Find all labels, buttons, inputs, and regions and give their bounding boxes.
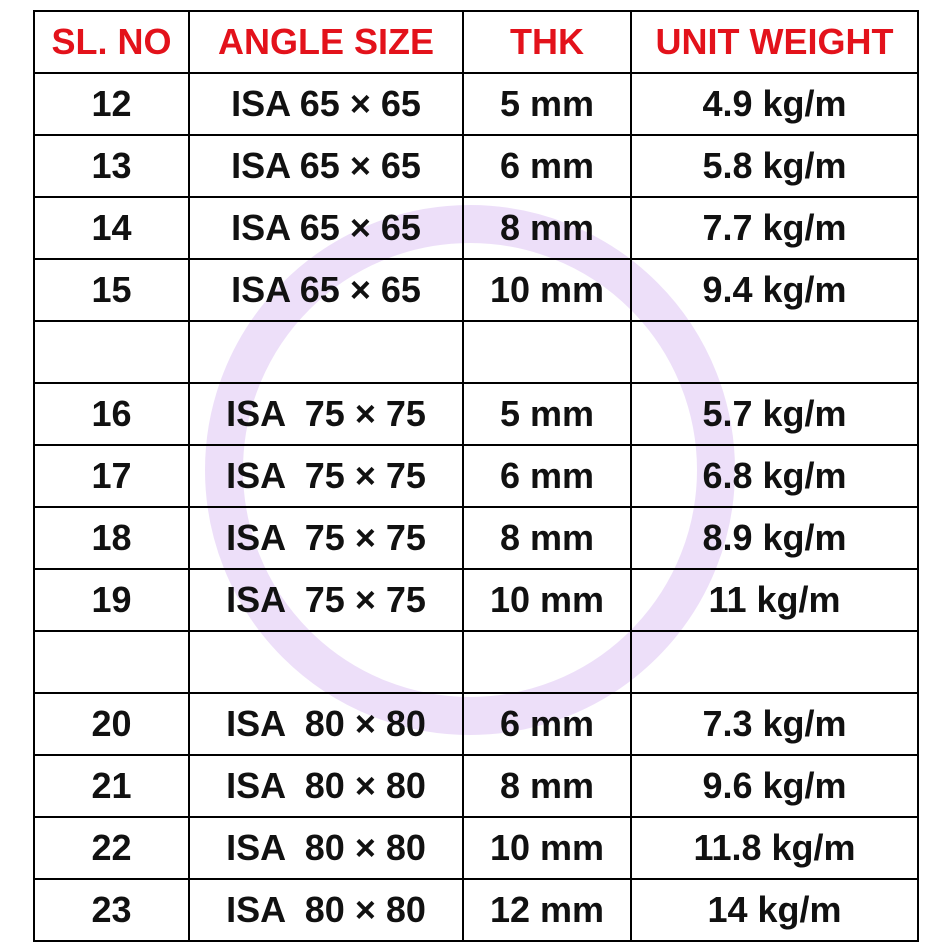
cell-unit-weight: 14 kg/m (630, 878, 919, 942)
header-thk: THK (462, 10, 632, 74)
cell-unit-weight: 11.8 kg/m (630, 816, 919, 880)
cell-thk: 8 mm (462, 754, 632, 818)
cell-unit-weight: 9.6 kg/m (630, 754, 919, 818)
cell-thk: 10 mm (462, 816, 632, 880)
cell-unit-weight: 7.7 kg/m (630, 196, 919, 260)
cell-angle-size (188, 320, 464, 384)
cell-unit-weight: 8.9 kg/m (630, 506, 919, 570)
cell-thk: 6 mm (462, 444, 632, 508)
cell-sl-no: 18 (33, 506, 190, 570)
cell-thk: 6 mm (462, 134, 632, 198)
cell-thk: 10 mm (462, 568, 632, 632)
cell-thk: 8 mm (462, 196, 632, 260)
cell-unit-weight: 5.8 kg/m (630, 134, 919, 198)
cell-angle-size: ISA 65 × 65 (188, 134, 464, 198)
cell-unit-weight (630, 630, 919, 694)
cell-angle-size: ISA 65 × 65 (188, 72, 464, 136)
cell-sl-no: 20 (33, 692, 190, 756)
blank-row (33, 630, 919, 694)
cell-sl-no: 15 (33, 258, 190, 322)
cell-thk: 12 mm (462, 878, 632, 942)
cell-unit-weight (630, 320, 919, 384)
cell-angle-size: ISA 65 × 65 (188, 258, 464, 322)
cell-angle-size: ISA 80 × 80 (188, 754, 464, 818)
blank-row (33, 320, 919, 384)
table-row: 12 ISA 65 × 65 5 mm 4.9 kg/m (33, 72, 919, 136)
cell-sl-no: 16 (33, 382, 190, 446)
cell-thk (462, 630, 632, 694)
cell-angle-size: ISA 65 × 65 (188, 196, 464, 260)
cell-angle-size: ISA 80 × 80 (188, 816, 464, 880)
cell-sl-no: 12 (33, 72, 190, 136)
table-row: 16 ISA 75 × 75 5 mm 5.7 kg/m (33, 382, 919, 446)
table-row: 14 ISA 65 × 65 8 mm 7.7 kg/m (33, 196, 919, 260)
table-body: 12 ISA 65 × 65 5 mm 4.9 kg/m 13 ISA 65 × 65 6 … (33, 72, 919, 942)
cell-angle-size: ISA 75 × 75 (188, 382, 464, 446)
cell-thk: 6 mm (462, 692, 632, 756)
cell-sl-no: 23 (33, 878, 190, 942)
header-row: SL. NO ANGLE SIZE THK UNIT WEIGHT (33, 10, 919, 74)
cell-unit-weight: 5.7 kg/m (630, 382, 919, 446)
cell-sl-no (33, 320, 190, 384)
cell-thk: 10 mm (462, 258, 632, 322)
cell-sl-no: 22 (33, 816, 190, 880)
header-unit-weight: UNIT WEIGHT (630, 10, 919, 74)
table-row: 19 ISA 75 × 75 10 mm 11 kg/m (33, 568, 919, 632)
cell-angle-size: ISA 80 × 80 (188, 692, 464, 756)
table-row: 23 ISA 80 × 80 12 mm 14 kg/m (33, 878, 919, 942)
cell-unit-weight: 9.4 kg/m (630, 258, 919, 322)
cell-unit-weight: 6.8 kg/m (630, 444, 919, 508)
cell-angle-size: ISA 80 × 80 (188, 878, 464, 942)
cell-sl-no (33, 630, 190, 694)
table-row: 20 ISA 80 × 80 6 mm 7.3 kg/m (33, 692, 919, 756)
cell-sl-no: 17 (33, 444, 190, 508)
table-row: 15 ISA 65 × 65 10 mm 9.4 kg/m (33, 258, 919, 322)
table-row: 21 ISA 80 × 80 8 mm 9.6 kg/m (33, 754, 919, 818)
cell-sl-no: 14 (33, 196, 190, 260)
header-angle-size: ANGLE SIZE (188, 10, 464, 74)
cell-angle-size: ISA 75 × 75 (188, 506, 464, 570)
table-row: 22 ISA 80 × 80 10 mm 11.8 kg/m (33, 816, 919, 880)
cell-thk: 5 mm (462, 382, 632, 446)
cell-unit-weight: 4.9 kg/m (630, 72, 919, 136)
cell-sl-no: 19 (33, 568, 190, 632)
cell-sl-no: 13 (33, 134, 190, 198)
cell-unit-weight: 11 kg/m (630, 568, 919, 632)
cell-angle-size: ISA 75 × 75 (188, 568, 464, 632)
cell-thk (462, 320, 632, 384)
table-row: 17 ISA 75 × 75 6 mm 6.8 kg/m (33, 444, 919, 508)
header-sl-no: SL. NO (33, 10, 190, 74)
cell-unit-weight: 7.3 kg/m (630, 692, 919, 756)
cell-thk: 5 mm (462, 72, 632, 136)
table-row: 13 ISA 65 × 65 6 mm 5.8 kg/m (33, 134, 919, 198)
angle-weight-table: SL. NO ANGLE SIZE THK UNIT WEIGHT 12 ISA … (33, 10, 919, 942)
table-row: 18 ISA 75 × 75 8 mm 8.9 kg/m (33, 506, 919, 570)
cell-angle-size (188, 630, 464, 694)
cell-sl-no: 21 (33, 754, 190, 818)
cell-angle-size: ISA 75 × 75 (188, 444, 464, 508)
cell-thk: 8 mm (462, 506, 632, 570)
